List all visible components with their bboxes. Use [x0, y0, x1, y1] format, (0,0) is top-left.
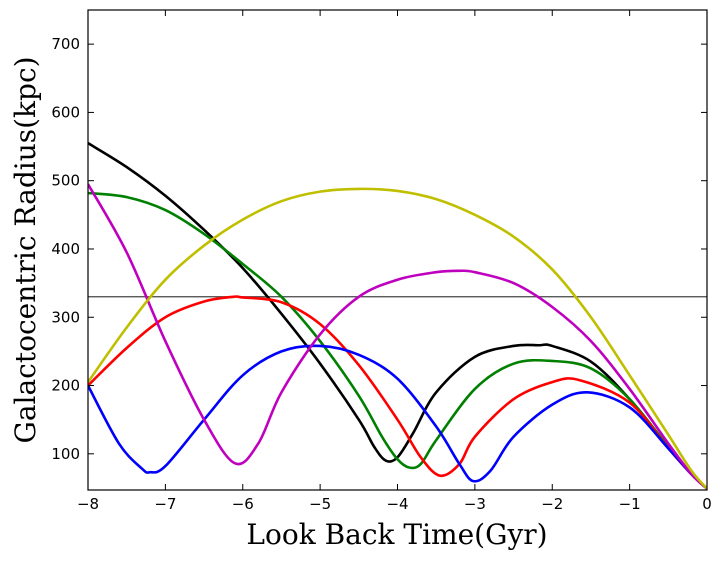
y-tick-label: 400	[51, 240, 80, 258]
y-tick-label: 700	[51, 35, 80, 53]
y-tick-label: 600	[51, 103, 80, 121]
x-tick-label: 0	[702, 495, 712, 513]
x-tick-label: −4	[386, 495, 408, 513]
x-tick-label: −8	[77, 495, 99, 513]
series-line-2	[88, 191, 707, 490]
y-tick-label: 300	[51, 308, 80, 326]
x-tick-label: −1	[619, 495, 641, 513]
series-group	[88, 142, 707, 490]
y-tick-label: 200	[51, 377, 80, 395]
x-tick-label: −7	[154, 495, 176, 513]
x-tick-label: −2	[541, 495, 563, 513]
x-axis: −8 −7 −6 −5 −4 −3 −2 −1 0	[77, 10, 712, 513]
plot-area	[87, 9, 708, 491]
y-tick-label: 500	[51, 172, 80, 190]
x-tick-label: −6	[232, 495, 254, 513]
series-line-5	[88, 183, 707, 490]
y-axis: 100 200 300 400 500 600 700	[51, 35, 707, 463]
x-tick-label: −5	[309, 495, 331, 513]
y-tick-label: 100	[51, 445, 80, 463]
y-axis-label: Galactocentric Radius(kpc)	[9, 56, 42, 443]
x-tick-label: −3	[464, 495, 486, 513]
series-line-6	[88, 187, 707, 490]
series-line-3	[88, 295, 707, 490]
x-axis-label: Look Back Time(Gyr)	[246, 518, 547, 551]
series-line-4	[88, 344, 707, 490]
